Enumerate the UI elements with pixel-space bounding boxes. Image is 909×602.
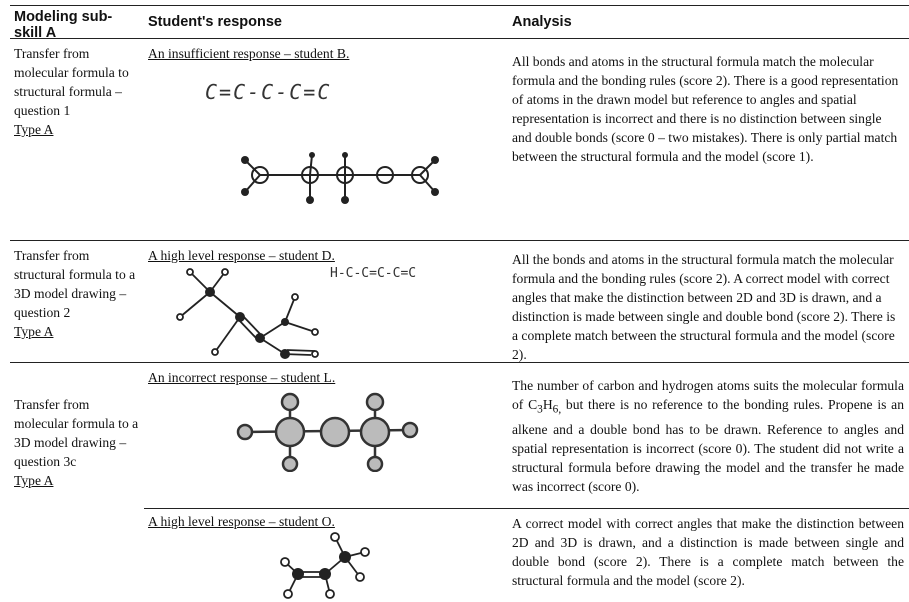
- type: Type A: [14, 122, 54, 137]
- analysis: The number of carbon and hydrogen atoms …: [512, 376, 904, 496]
- subskill-text: Transfer from molecular formula to struc…: [14, 46, 129, 118]
- sketch-formula: C=C-C-C=C: [205, 80, 332, 104]
- subskill: Transfer from molecular formula to a 3D …: [14, 395, 144, 490]
- analysis-text: The number of carbon and hydrogen atoms …: [512, 378, 904, 412]
- sketch-formula: H-C-C=C-C=C: [330, 266, 417, 281]
- response-label: A high level response – student O.: [148, 514, 335, 529]
- subscript: 3: [537, 403, 543, 416]
- rule: [10, 362, 909, 363]
- analysis: All the bonds and atoms in the structura…: [512, 252, 896, 362]
- response-label: A high level response – student D.: [148, 248, 335, 263]
- subskill: Transfer from molecular formula to struc…: [14, 44, 134, 139]
- header-cell: Analysis: [512, 14, 572, 30]
- analysis: All bonds and atoms in the structural fo…: [512, 54, 899, 164]
- model-sketch: [236, 392, 419, 472]
- analysis-text: but there is no reference to the bonding…: [512, 397, 904, 494]
- response-label: An incorrect response – student L.: [148, 370, 336, 385]
- rule: [144, 508, 909, 509]
- subskill-text: Transfer from molecular formula to a 3D …: [14, 397, 139, 469]
- subskill: Transfer from structural formula to a 3D…: [14, 246, 144, 341]
- rule: [10, 38, 909, 39]
- analysis: A correct model with correct angles that…: [512, 516, 904, 588]
- response-label: An insufficient response – student B.: [148, 46, 350, 61]
- type: Type A: [14, 473, 54, 488]
- type: Type A: [14, 324, 54, 339]
- subscript: 6,: [552, 403, 562, 416]
- model-sketch: [280, 532, 370, 599]
- analysis-text: H: [542, 397, 553, 412]
- header-cell: Modeling sub-skill A: [14, 9, 113, 41]
- rule: [10, 240, 909, 241]
- model-sketch: [176, 268, 319, 359]
- subskill-text: Transfer from structural formula to a 3D…: [14, 248, 136, 320]
- header-cell: Student's response: [148, 14, 282, 30]
- model-sketch: [241, 152, 439, 204]
- rule: [10, 5, 909, 6]
